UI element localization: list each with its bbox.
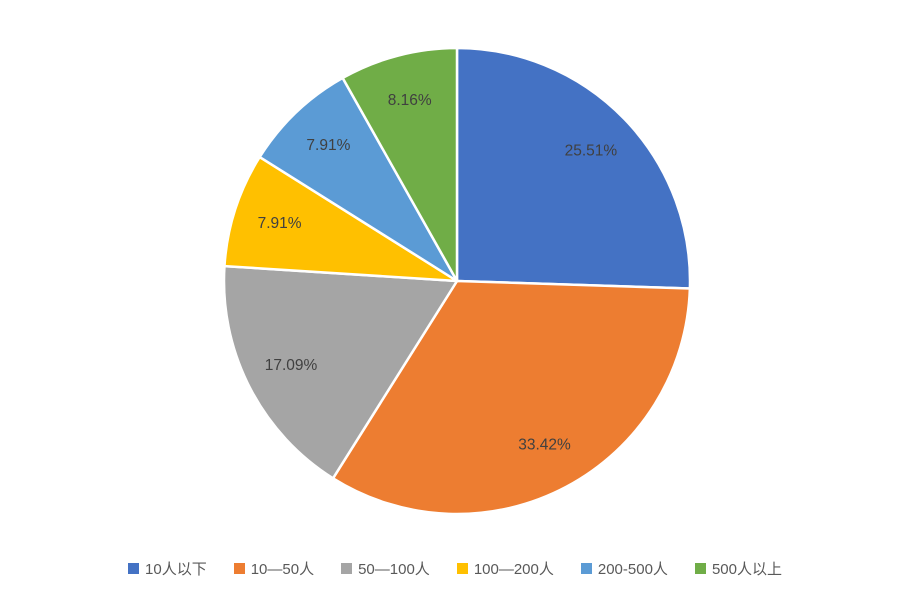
slice-label-4: 7.91%: [306, 137, 350, 154]
slice-label-0: 25.51%: [565, 142, 618, 159]
legend-swatch-icon: [694, 563, 706, 574]
pie-slice-5: [341, 46, 459, 283]
legend-label: 50—100人: [358, 561, 430, 578]
slice-label-1: 33.42%: [518, 437, 571, 454]
pie-slice-1: [331, 279, 692, 516]
legend: 10人以下 10—50人 50—100人 100—200人 200-500人 500人以上: [0, 558, 910, 579]
legend-label: 200-500人: [597, 561, 668, 578]
legend-label: 10—50人: [250, 561, 315, 578]
pie-slice-4: [258, 76, 459, 283]
pie-chart: 25.51% 33.42% 17.09% 7.91% 7.91% 8.16%: [222, 46, 692, 516]
pie-slice-3: [223, 155, 459, 283]
legend-swatch-icon: [128, 563, 140, 574]
legend-label: 100—200人: [473, 561, 554, 578]
legend-label: 10人以下: [145, 561, 207, 578]
legend-label: 500人以上: [711, 561, 782, 578]
legend-swatch-icon: [341, 563, 353, 574]
pie-slice-0: [455, 46, 692, 290]
legend-swatch-icon: [456, 563, 468, 574]
legend-item-4: 200-500人: [580, 558, 668, 579]
slice-label-2: 17.09%: [265, 357, 318, 374]
legend-swatch-icon: [233, 563, 245, 574]
slice-label-3: 7.91%: [258, 215, 302, 232]
legend-item-1: 10—50人: [233, 558, 315, 579]
pie-slice-2: [222, 264, 459, 480]
legend-item-3: 100—200人: [456, 558, 554, 579]
slice-label-5: 8.16%: [388, 92, 432, 109]
legend-swatch-icon: [580, 563, 592, 574]
legend-item-0: 10人以下: [128, 558, 207, 579]
legend-item-5: 500人以上: [694, 558, 782, 579]
legend-item-2: 50—100人: [341, 558, 430, 579]
